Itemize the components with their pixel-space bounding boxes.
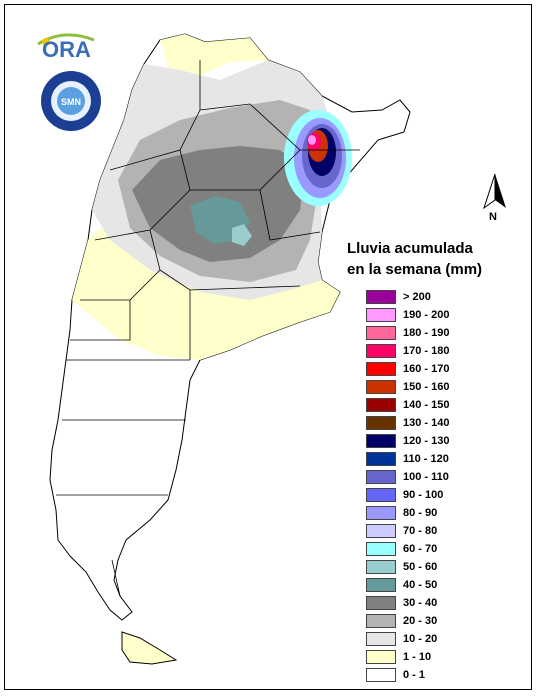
legend-label: 80 - 90	[403, 507, 438, 519]
legend-item: 180 - 190	[366, 324, 449, 342]
legend-label: 170 - 180	[403, 345, 450, 357]
legend-label: 10 - 20	[403, 633, 438, 645]
ora-logo: ORA	[37, 33, 95, 60]
legend-item: 70 - 80	[366, 522, 449, 540]
legend-swatch	[366, 452, 396, 466]
province-borders	[56, 60, 360, 597]
legend-swatch	[366, 290, 396, 304]
legend-label: 160 - 170	[403, 363, 450, 375]
zone-1-10-north	[160, 34, 268, 80]
legend-swatch	[366, 470, 396, 484]
north-label: N	[489, 211, 497, 223]
legend-title-line1: Lluvia acumulada	[347, 240, 473, 257]
legend-swatch	[366, 560, 396, 574]
legend-item: 0 - 1	[366, 666, 449, 684]
legend-title-line2: en la semana (mm)	[347, 261, 483, 278]
legend-swatch	[366, 578, 396, 592]
legend-label: 130 - 140	[403, 417, 450, 429]
legend-swatch	[366, 380, 396, 394]
legend-label: 110 - 120	[403, 453, 449, 465]
legend-swatch	[366, 326, 396, 340]
svg-text:SMN: SMN	[61, 97, 81, 107]
legend-swatch	[366, 308, 396, 322]
legend-label: 1 - 10	[403, 651, 432, 663]
legend-label: 120 - 130	[403, 435, 450, 447]
legend-item: > 200	[366, 288, 449, 306]
legend-swatch	[366, 488, 396, 502]
legend-item: 90 - 100	[366, 486, 449, 504]
legend-item: 160 - 170	[366, 360, 449, 378]
legend-swatch	[366, 506, 396, 520]
legend-swatch	[366, 362, 396, 376]
north-arrow-icon	[483, 173, 506, 210]
legend-item: 120 - 130	[366, 432, 449, 450]
legend-swatch	[366, 668, 396, 682]
legend-label: 140 - 150	[403, 399, 450, 411]
legend-label: 100 - 110	[403, 471, 449, 483]
legend-swatch	[366, 614, 396, 628]
legend-title: Lluvia acumulada en la semana (mm)	[347, 238, 482, 280]
legend-label: > 200	[403, 291, 431, 303]
legend-label: 20 - 30	[403, 615, 438, 627]
legend-label: 90 - 100	[403, 489, 444, 501]
legend-swatch	[366, 542, 396, 556]
legend-item: 50 - 60	[366, 558, 449, 576]
svg-text:ORA: ORA	[42, 37, 91, 60]
zone-190-200	[308, 135, 316, 145]
legend-item: 140 - 150	[366, 396, 449, 414]
legend-label: 30 - 40	[403, 597, 438, 609]
legend-item: 20 - 30	[366, 612, 449, 630]
legend-swatch	[366, 596, 396, 610]
legend-swatch	[366, 632, 396, 646]
legend-swatch	[366, 398, 396, 412]
legend: > 200 190 - 200 180 - 190 170 - 180 160 …	[366, 288, 449, 684]
legend-swatch	[366, 344, 396, 358]
legend-label: 180 - 190	[403, 327, 450, 339]
smn-seal-icon: SMN	[41, 71, 101, 131]
legend-item: 30 - 40	[366, 594, 449, 612]
legend-label: 150 - 160	[403, 381, 450, 393]
legend-swatch	[366, 434, 396, 448]
legend-item: 100 - 110	[366, 468, 449, 486]
legend-swatch	[366, 524, 396, 538]
legend-label: 50 - 60	[403, 561, 438, 573]
legend-label: 60 - 70	[403, 543, 438, 555]
legend-label: 0 - 1	[403, 669, 426, 681]
legend-label: 190 - 200	[403, 309, 450, 321]
tierra-del-fuego	[121, 631, 178, 665]
legend-item: 1 - 10	[366, 648, 449, 666]
legend-item: 190 - 200	[366, 306, 449, 324]
zone-50-60	[232, 224, 252, 246]
legend-item: 170 - 180	[366, 342, 449, 360]
legend-swatch	[366, 416, 396, 430]
legend-item: 60 - 70	[366, 540, 449, 558]
legend-label: 70 - 80	[403, 525, 438, 537]
legend-item: 110 - 120	[366, 450, 449, 468]
legend-item: 40 - 50	[366, 576, 449, 594]
legend-label: 40 - 50	[403, 579, 438, 591]
legend-item: 80 - 90	[366, 504, 449, 522]
legend-item: 130 - 140	[366, 414, 449, 432]
legend-swatch	[366, 650, 396, 664]
legend-item: 150 - 160	[366, 378, 449, 396]
legend-item: 10 - 20	[366, 630, 449, 648]
